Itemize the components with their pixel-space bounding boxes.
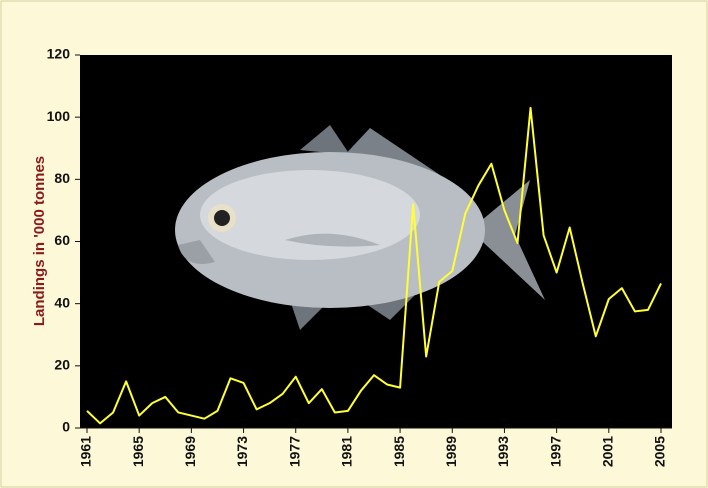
y-tick-label: 120 xyxy=(47,46,71,62)
x-tick-label: 1981 xyxy=(339,436,355,467)
data-line xyxy=(86,106,662,425)
y-tick-label: 40 xyxy=(54,294,70,310)
x-tick-label: 1997 xyxy=(547,436,563,467)
x-tick-label: 1973 xyxy=(234,436,250,467)
x-tick-label: 1965 xyxy=(130,436,146,467)
x-tick-label: 2005 xyxy=(652,436,668,467)
x-tick-label: 1989 xyxy=(443,436,459,467)
x-tick-label: 1993 xyxy=(495,436,511,467)
y-tick-label: 20 xyxy=(54,357,70,373)
x-tick-label: 1985 xyxy=(391,436,407,467)
x-tick-label: 1961 xyxy=(78,436,94,467)
x-tick-label: 2001 xyxy=(600,436,616,467)
y-axis-label: Landings in '000 tonnes xyxy=(31,156,48,326)
x-tick-label: 1977 xyxy=(286,436,302,467)
y-tick-label: 60 xyxy=(54,232,70,248)
x-tick-label: 1969 xyxy=(182,436,198,467)
y-tick-label: 0 xyxy=(62,419,70,435)
y-tick-label: 100 xyxy=(47,108,71,124)
fish-illustration xyxy=(175,125,545,330)
y-tick-label: 80 xyxy=(54,170,70,186)
